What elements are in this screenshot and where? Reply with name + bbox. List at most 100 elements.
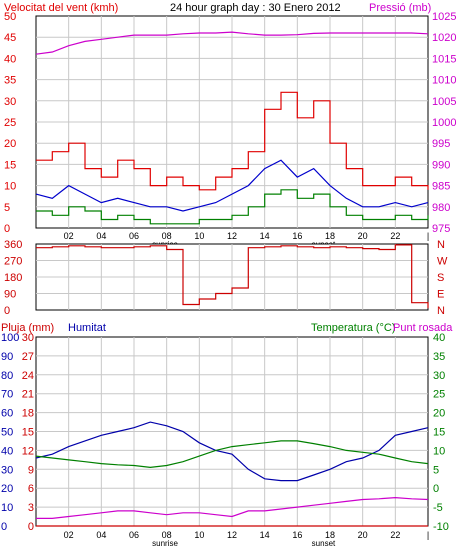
y-tick-label: 50: [4, 11, 16, 23]
x-tick-label: 06: [129, 231, 139, 241]
x-tick-label: 14: [260, 231, 270, 241]
y2-tick-label: 10: [433, 445, 445, 457]
y2-tick-label: 980: [432, 202, 450, 214]
humidity-line: [35, 421, 429, 482]
x-tick-label: 04: [96, 231, 106, 241]
y2-tick-label: 15: [433, 427, 445, 439]
x-tick-label: 18: [325, 231, 335, 241]
y2-tick-label: 1000: [432, 117, 456, 129]
x-tick-label: 12: [227, 231, 237, 241]
y2-tick-label: 1015: [432, 53, 456, 65]
y2-tick-label: -5: [433, 502, 443, 514]
y-tick-label: 30: [1, 464, 13, 476]
x-tick-label: 12: [227, 530, 237, 540]
y-tick-label: 0: [4, 223, 10, 235]
x-tick-label: |: [427, 530, 429, 540]
direction-series: [36, 244, 429, 309]
y2-tick-label: 25: [433, 389, 445, 401]
y2-tick-label: 975: [432, 223, 450, 235]
chart-title: 24 hour graph day : 30 Enero 2012: [170, 2, 341, 14]
x-tick-label: 22: [390, 530, 400, 540]
y-tick-label: 80: [1, 370, 13, 382]
wind-min-line: [36, 189, 429, 225]
wind-speed-label: Velocitat del vent (kmh): [4, 2, 118, 14]
direction-degree-axis: 360 270 180 90 0: [4, 239, 22, 317]
x-tick-label: 04: [96, 530, 106, 540]
y2-tick-label: W: [437, 256, 448, 268]
y-tick-label: 10: [4, 181, 16, 193]
y2-tick-label: S: [437, 272, 444, 284]
x-tick-label: 16: [292, 530, 302, 540]
sunrise-label: sunrise: [152, 539, 178, 548]
x-tick-label: 20: [358, 231, 368, 241]
y2-tick-label: -10: [433, 521, 449, 533]
x-tick-label: 14: [260, 530, 270, 540]
rain-tick-label: 18: [22, 408, 34, 420]
y-tick-label: 40: [1, 445, 13, 457]
temperature-line: [35, 440, 429, 469]
y2-tick-label: 20: [433, 408, 445, 420]
wind-series: [35, 31, 429, 225]
y-tick-label: 360: [4, 239, 22, 251]
y2-tick-label: N: [437, 239, 445, 251]
y-tick-label: 270: [4, 256, 22, 268]
x-tick-label: 20: [358, 530, 368, 540]
x-tick-label: 16: [292, 231, 302, 241]
y2-tick-label: N: [437, 305, 445, 317]
y-tick-label: 20: [1, 483, 13, 495]
y2-tick-label: 1010: [432, 75, 456, 87]
x-tick-label: 08: [162, 231, 172, 241]
y2-tick-label: 35: [433, 351, 445, 363]
temp-time-axis: 02 04 06 08 10 12 14 16 18 20 22 | sunrise sunset: [64, 530, 430, 548]
y-tick-label: 90: [1, 351, 13, 363]
rain-tick-label: 0: [28, 521, 34, 533]
dewpoint-line: [36, 496, 429, 519]
rain-tick-label: 15: [22, 427, 34, 439]
rain-tick-label: 30: [22, 332, 34, 344]
y-tick-label: 10: [1, 502, 13, 514]
x-tick-label: 22: [390, 231, 400, 241]
y-tick-label: 5: [4, 202, 10, 214]
pressure-axis: 1025 1020 1015 1010 1005 1000 995 990 985 980 975: [432, 11, 456, 235]
rain-tick-label: 12: [22, 445, 34, 457]
rain-tick-label: 9: [28, 464, 34, 476]
pressure-label: Pressió (mb): [369, 2, 431, 14]
x-tick-label: 10: [194, 530, 204, 540]
temp-series: [35, 421, 429, 527]
wind-gust-line: [36, 91, 429, 191]
x-tick-label: 02: [64, 530, 74, 540]
y-tick-label: 40: [4, 53, 16, 65]
y2-tick-label: 0: [433, 483, 439, 495]
x-tick-label: 18: [325, 530, 335, 540]
rain-tick-label: 24: [22, 370, 34, 382]
pressure-line: [35, 31, 429, 55]
y2-tick-label: 1005: [432, 96, 456, 108]
wind-direction-line: [36, 244, 429, 309]
rain-tick-label: 27: [22, 351, 34, 363]
y2-tick-label: 40: [433, 332, 445, 344]
x-tick-label: 06: [129, 530, 139, 540]
rain-tick-label: 6: [28, 483, 34, 495]
temp-panel-grid: [36, 337, 428, 526]
y-tick-label: 180: [4, 272, 22, 284]
wind-average-line: [35, 159, 429, 212]
y-tick-label: 50: [1, 427, 13, 439]
y-tick-label: 15: [4, 159, 16, 171]
x-tick-label: 10: [194, 231, 204, 241]
y-tick-label: 90: [4, 289, 16, 301]
y-tick-label: 0: [1, 521, 7, 533]
y-tick-label: 70: [1, 389, 13, 401]
y2-tick-label: 1020: [432, 32, 456, 44]
y2-tick-label: 30: [433, 370, 445, 382]
rain-tick-label: 3: [28, 502, 34, 514]
y-tick-label: 45: [4, 32, 16, 44]
